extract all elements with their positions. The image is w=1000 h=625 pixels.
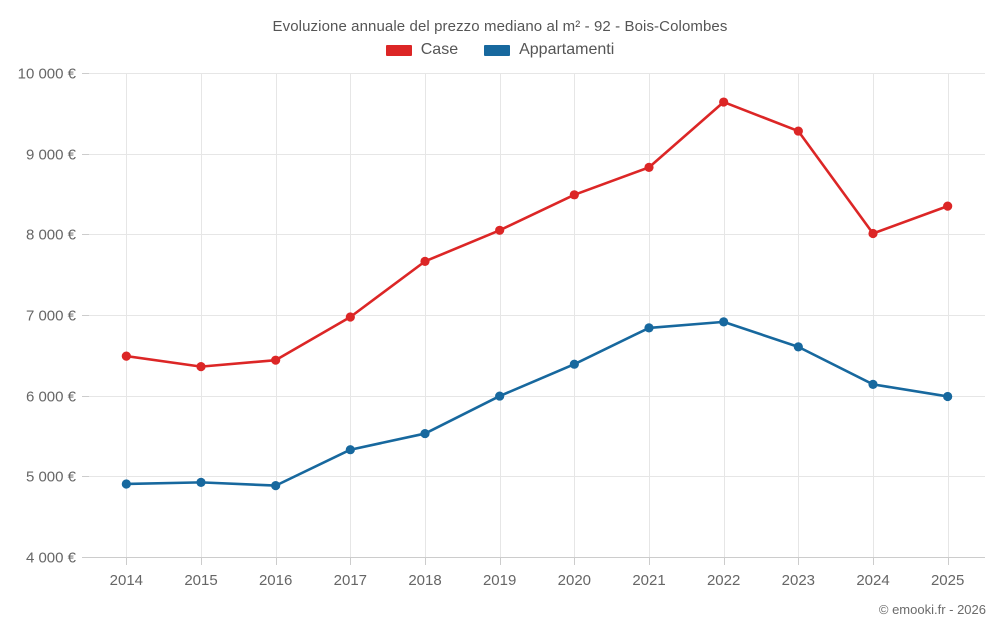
- data-series-layer: Case 2014: 6490 € Case 2015: 6360 € Case 2…: [121, 97, 953, 491]
- series-line-case: [125, 100, 949, 368]
- data-point[interactable]: Case 2023: 9280 €: [793, 126, 803, 136]
- y-tick-label: 7 000 €: [26, 308, 77, 325]
- data-point[interactable]: Case 2018: 7665 €: [420, 256, 430, 266]
- chart-credit: © emooki.fr - 2026: [878, 602, 986, 617]
- data-point[interactable]: Case 2014: 6490 €: [121, 351, 131, 361]
- y-tick-label: 5 000 €: [26, 469, 77, 486]
- data-point[interactable]: Appartamenti 2015: 4925 €: [196, 477, 206, 487]
- legend-item-case[interactable]: Case: [385, 41, 459, 59]
- data-point[interactable]: Case 2021: 8830 €: [644, 162, 654, 172]
- data-point[interactable]: Appartamenti 2020: 6390 €: [569, 359, 579, 369]
- data-point[interactable]: Appartamenti 2016: 4885 €: [271, 481, 281, 491]
- data-point[interactable]: Appartamenti 2018: 5530 €: [420, 428, 430, 439]
- y-tick-label: 10 000 €: [18, 66, 77, 83]
- data-point[interactable]: Case 2016: 6440 €: [271, 355, 281, 365]
- x-tick-label: 2020: [558, 572, 591, 589]
- series-appartamenti: Appartamenti 2014: 4905 € Appartamenti 20…: [121, 317, 953, 491]
- y-tick-label: 9 000 €: [26, 147, 77, 164]
- data-point[interactable]: Appartamenti 2022: 6915 €: [719, 317, 729, 327]
- legend-item-appartamenti[interactable]: Appartamenti: [484, 41, 614, 59]
- grid-lines: [89, 73, 985, 558]
- data-point[interactable]: Case 2025: 8350 €: [943, 201, 953, 211]
- y-tick-label: 4 000 €: [26, 550, 77, 567]
- data-point[interactable]: Case 2024: 8010 €: [868, 228, 878, 239]
- legend-swatch-case: [385, 44, 412, 56]
- data-point[interactable]: Case 2015: 6360 €: [196, 362, 206, 372]
- x-tick-label: 2021: [632, 572, 665, 589]
- data-point[interactable]: Case 2022: 9640 €: [719, 97, 729, 107]
- x-tick-label: 2017: [334, 572, 367, 589]
- chart-legend: Case Appartamenti: [0, 41, 1000, 59]
- data-point[interactable]: Case 2019: 8050 €: [495, 225, 505, 235]
- chart-title: Evoluzione annuale del prezzo mediano al…: [272, 18, 728, 35]
- y-tick-label: 6 000 €: [26, 389, 77, 406]
- data-point[interactable]: Appartamenti 2019: 5995 €: [495, 391, 505, 401]
- legend-label-case: Case: [420, 41, 459, 58]
- data-point[interactable]: Appartamenti 2023: 6605 €: [793, 342, 803, 352]
- data-point[interactable]: Appartamenti 2017: 5330 €: [345, 445, 355, 455]
- data-point[interactable]: Appartamenti 2014: 4905 €: [121, 479, 131, 489]
- data-point[interactable]: Case 2017: 6975 €: [345, 312, 355, 322]
- axis-lines: [82, 73, 985, 565]
- x-tick-label: 2023: [782, 572, 815, 589]
- y-tick-label: 8 000 €: [26, 227, 77, 244]
- data-point[interactable]: Appartamenti 2025: 5990 €: [943, 391, 953, 402]
- x-tick-label: 2024: [856, 572, 889, 589]
- x-tick-label: 2022: [707, 572, 740, 589]
- x-axis-tick-labels: 2014 2015 2016 2017 2018 2019 2020 2021 2022 2023…: [110, 572, 965, 589]
- x-tick-label: 2018: [408, 572, 441, 589]
- x-tick-label: 2025: [931, 572, 964, 589]
- series-line-appartamenti: [125, 320, 949, 487]
- x-tick-label: 2016: [259, 572, 292, 589]
- legend-label-appartamenti: Appartamenti: [519, 41, 615, 58]
- x-tick-label: 2014: [110, 572, 143, 589]
- x-tick-label: 2019: [483, 572, 516, 589]
- data-point[interactable]: Appartamenti 2024: 6140 €: [868, 379, 878, 389]
- y-axis-tick-labels: 4 000 € 5 000 € 6 000 € 7 000 € 8 000 € 9 000…: [18, 66, 77, 567]
- series-case: Case 2014: 6490 € Case 2015: 6360 € Case 2…: [121, 97, 953, 372]
- data-point[interactable]: Appartamenti 2021: 6840 €: [644, 323, 654, 333]
- legend-swatch-appartamenti: [484, 44, 511, 56]
- data-point[interactable]: Case 2020: 8490 €: [569, 190, 579, 200]
- x-tick-label: 2015: [184, 572, 217, 589]
